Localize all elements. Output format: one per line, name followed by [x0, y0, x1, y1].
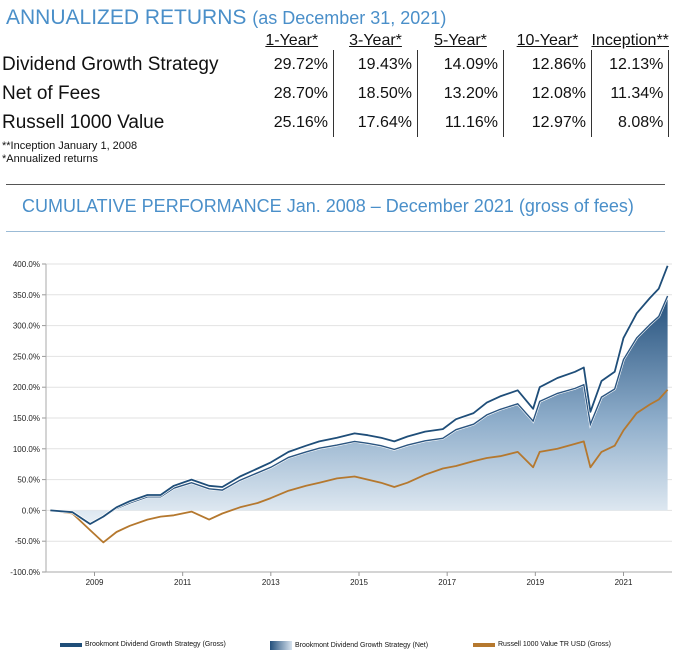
x-tick-label: 2019 — [526, 578, 544, 587]
header-inception: Inception** — [592, 30, 669, 50]
legend-item-net: Brookmont Dividend Growth Strategy (Net) — [270, 641, 428, 650]
row-value: 18.50% — [333, 79, 418, 108]
returns-table: 1-Year* 3-Year* 5-Year* 10-Year* Incepti… — [0, 30, 670, 137]
row-value: 25.16% — [250, 108, 334, 137]
header-spacer — [0, 30, 250, 50]
footnotes: **Inception January 1, 2008 *Annualized … — [2, 140, 137, 166]
y-tick-label: 200.0% — [13, 383, 40, 392]
returns-title-text: ANNUALIZED RETURNS — [6, 6, 247, 29]
header-inception-label: Inception** — [591, 32, 669, 49]
x-tick-label: 2009 — [86, 578, 104, 587]
row-value: 8.08% — [591, 108, 670, 137]
row-value: 14.09% — [417, 50, 504, 79]
header-10-year: 10-Year* — [504, 30, 592, 50]
divider — [6, 184, 665, 185]
row-name: Russell 1000 Value — [2, 111, 165, 133]
header-1-year: 1-Year* — [250, 30, 334, 50]
returns-header-row: 1-Year* 3-Year* 5-Year* 10-Year* Incepti… — [0, 30, 669, 50]
y-tick-label: 100.0% — [13, 445, 40, 454]
gross-line — [50, 265, 669, 525]
header-5-year-label: 5-Year* — [434, 32, 487, 49]
y-tick-label: 250.0% — [13, 352, 40, 361]
chart-title: CUMULATIVE PERFORMANCE Jan. 2008 – Decem… — [22, 196, 634, 216]
footnote-annualized: *Annualized returns — [2, 153, 99, 165]
row-value: 19.43% — [333, 50, 418, 79]
row-value: 11.16% — [417, 108, 504, 137]
legend-label-gross: Brookmont Dividend Growth Strategy (Gros… — [85, 641, 226, 648]
y-tick-label: 350.0% — [13, 291, 40, 300]
legend-item-gross: Brookmont Dividend Growth Strategy (Gros… — [60, 641, 226, 648]
x-tick-label: 2021 — [615, 578, 633, 587]
table-row: Dividend Growth Strategy 29.72% 19.43% 1… — [0, 50, 670, 79]
net-area — [50, 296, 668, 524]
y-tick-label: 50.0% — [17, 476, 40, 485]
row-value: 13.20% — [417, 79, 504, 108]
row-value: 12.08% — [503, 79, 592, 108]
row-name: Dividend Growth Strategy — [2, 53, 219, 75]
legend-swatch-gross — [60, 642, 82, 647]
y-tick-label: -50.0% — [15, 537, 40, 546]
x-tick-label: 2017 — [438, 578, 456, 587]
row-value: 29.72% — [250, 50, 334, 79]
russell-line — [50, 389, 669, 544]
header-3-year-label: 3-Year* — [349, 32, 402, 49]
header-3-year: 3-Year* — [334, 30, 418, 50]
row-value: 11.34% — [591, 79, 670, 108]
footnote-inception: **Inception January 1, 2008 — [2, 140, 138, 152]
x-tick-label: 2013 — [262, 578, 280, 587]
y-tick-label: 400.0% — [13, 260, 40, 269]
table-row: Russell 1000 Value 25.16% 17.64% 11.16% … — [0, 108, 670, 137]
header-5-year: 5-Year* — [418, 30, 504, 50]
legend-item-russell: Russell 1000 Value TR USD (Gross) — [473, 641, 611, 648]
table-row: Net of Fees 28.70% 18.50% 13.20% 12.08% … — [0, 79, 670, 108]
y-tick-label: -100.0% — [10, 568, 40, 577]
performance-chart: -100.0% -50.0% 0.0% 50.0% 100.0% 150.0% 200.0%… — [10, 260, 672, 587]
returns-subtitle: (as December 31, 2021) — [252, 8, 447, 28]
chart-legend: Brookmont Dividend Growth Strategy (Gros… — [0, 641, 676, 655]
y-tick-label: 300.0% — [13, 322, 40, 331]
x-tick-label: 2011 — [174, 578, 192, 587]
legend-swatch-russell — [473, 642, 495, 647]
header-10-year-label: 10-Year* — [516, 32, 579, 49]
legend-swatch-net — [270, 641, 292, 650]
divider — [6, 231, 665, 232]
returns-title: ANNUALIZED RETURNS (as December 31, 2021… — [6, 6, 446, 30]
row-value: 12.13% — [591, 50, 670, 79]
y-tick-label: 150.0% — [13, 414, 40, 423]
row-value: 12.86% — [503, 50, 592, 79]
row-value: 17.64% — [333, 108, 418, 137]
row-name: Net of Fees — [2, 82, 101, 104]
row-value: 12.97% — [503, 108, 592, 137]
legend-label-net: Brookmont Dividend Growth Strategy (Net) — [295, 642, 429, 649]
header-1-year-label: 1-Year* — [265, 32, 319, 49]
y-tick-label: 0.0% — [22, 506, 40, 515]
legend-label-russell: Russell 1000 Value TR USD (Gross) — [498, 641, 611, 648]
row-value: 28.70% — [250, 79, 334, 108]
x-tick-label: 2015 — [350, 578, 368, 587]
